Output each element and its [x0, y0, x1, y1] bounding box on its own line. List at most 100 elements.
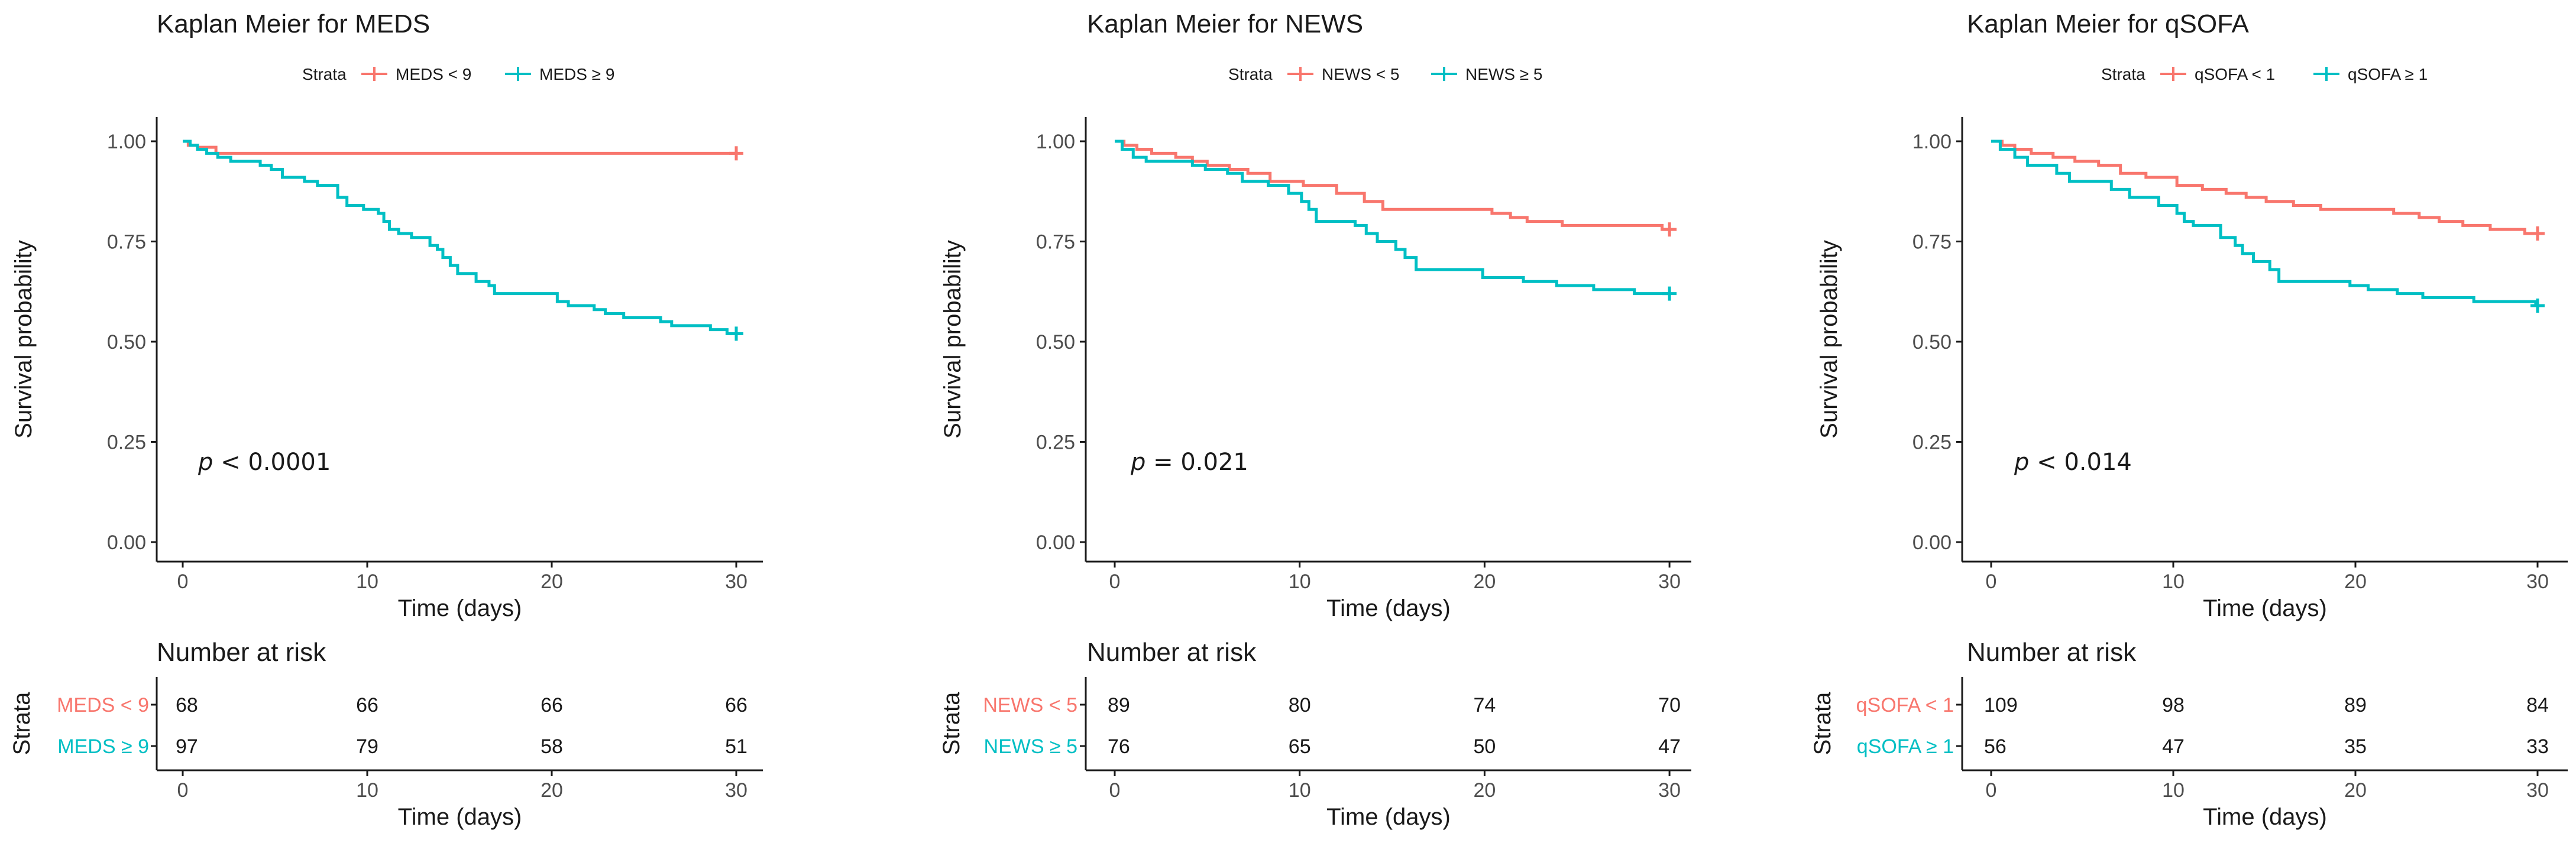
- p-symbol: p: [2014, 449, 2029, 476]
- x-tick-label: 30: [2526, 570, 2549, 593]
- p-symbol: p: [1130, 449, 1145, 476]
- y-tick-label: 0.50: [107, 331, 146, 354]
- risk-table: Number at risk Strata NEWS < 5 89 80 74 70 NEWS…: [939, 638, 1691, 830]
- risk-x-tick-label: 0: [1109, 779, 1121, 802]
- y-tick-label: 0.75: [1036, 231, 1075, 254]
- p-symbol: p: [198, 449, 213, 476]
- x-tick-label: 10: [2162, 570, 2185, 593]
- survival-curve-high: [1991, 140, 2538, 307]
- risk-count: 66: [356, 694, 378, 716]
- y-tick-label: 0.00: [107, 531, 146, 554]
- risk-count: 65: [1289, 735, 1311, 758]
- risk-count: 84: [2526, 694, 2549, 716]
- chart-title: Kaplan Meier for NEWS: [1087, 9, 1363, 38]
- risk-count: 70: [1658, 694, 1681, 716]
- km-panel-3: Kaplan Meier for qSOFA Strata qSOFA < 1 qSO…: [1810, 9, 2568, 830]
- p-value: < 0.0001: [213, 449, 331, 476]
- risk-count: 47: [1658, 735, 1681, 758]
- risk-x-tick-label: 30: [2526, 779, 2549, 802]
- y-tick-label: 1.00: [1912, 131, 1952, 153]
- y-axis-title: Survival probability: [1816, 240, 1842, 439]
- risk-x-tick-label: 10: [1289, 779, 1311, 802]
- legend-entry: qSOFA < 1: [2195, 65, 2275, 83]
- x-axis-title: Time (days): [398, 595, 522, 621]
- risk-table-title: Number at risk: [1967, 638, 2137, 667]
- risk-row-label: qSOFA ≥ 1: [1857, 735, 1954, 758]
- y-axis-title: Survival probability: [940, 240, 966, 439]
- legend: Strata MEDS < 9 MEDS ≥ 9: [302, 65, 614, 83]
- risk-x-tick-label: 0: [1986, 779, 1997, 802]
- p-value-annotation: p < 0.0001: [198, 449, 331, 476]
- risk-count: 35: [2344, 735, 2367, 758]
- legend-title: Strata: [2101, 65, 2145, 83]
- x-tick-label: 20: [2344, 570, 2367, 593]
- risk-x-axis-title: Time (days): [1326, 804, 1451, 830]
- y-tick-label: 0.75: [107, 231, 146, 254]
- y-tick-label: 0.25: [1036, 432, 1075, 454]
- survival-curve-high: [183, 140, 736, 335]
- y-tick-label: 1.00: [107, 131, 146, 153]
- p-value-annotation: p < 0.014: [2014, 449, 2132, 476]
- y-tick-label: 0.50: [1036, 331, 1075, 354]
- x-axis-title: Time (days): [2203, 595, 2327, 621]
- survival-curve-high: [1115, 140, 1670, 296]
- p-value-annotation: p = 0.021: [1130, 449, 1248, 476]
- chart-title: Kaplan Meier for qSOFA: [1967, 9, 2250, 38]
- risk-y-axis-title: Strata: [1810, 692, 1836, 755]
- p-value: < 0.014: [2029, 449, 2131, 476]
- x-tick-label: 10: [356, 570, 378, 593]
- risk-row-label: MEDS < 9: [57, 694, 149, 716]
- risk-row-label: NEWS ≥ 5: [984, 735, 1077, 758]
- risk-table-title: Number at risk: [157, 638, 326, 667]
- risk-x-tick-label: 30: [1658, 779, 1681, 802]
- risk-count: 89: [1108, 694, 1130, 716]
- x-tick-label: 0: [177, 570, 189, 593]
- y-tick-label: 0.00: [1912, 531, 1952, 554]
- risk-count: 97: [176, 735, 198, 758]
- y-axis-title: Survival probability: [11, 240, 37, 439]
- risk-y-axis-title: Strata: [939, 692, 965, 755]
- x-tick-label: 0: [1986, 570, 1997, 593]
- survival-curve-low: [183, 140, 736, 155]
- risk-count: 50: [1473, 735, 1496, 758]
- x-tick-label: 30: [725, 570, 747, 593]
- risk-table-title: Number at risk: [1087, 638, 1257, 667]
- risk-x-tick-label: 30: [725, 779, 747, 802]
- legend-entry: NEWS ≥ 5: [1465, 65, 1543, 83]
- risk-count: 33: [2526, 735, 2549, 758]
- risk-y-axis-title: Strata: [9, 692, 35, 755]
- p-value: = 0.021: [1145, 449, 1248, 476]
- risk-row-label: qSOFA < 1: [1856, 694, 1954, 716]
- risk-row-label: NEWS < 5: [983, 694, 1077, 716]
- chart-title: Kaplan Meier for MEDS: [157, 9, 430, 38]
- risk-x-tick-label: 20: [541, 779, 563, 802]
- risk-x-tick-label: 0: [177, 779, 189, 802]
- legend: Strata qSOFA < 1 qSOFA ≥ 1: [2101, 65, 2428, 83]
- legend-title: Strata: [1228, 65, 1273, 83]
- x-tick-label: 0: [1109, 570, 1121, 593]
- x-tick-label: 20: [1473, 570, 1496, 593]
- risk-table: Number at risk Strata qSOFA < 1 109 98 89 84 qS…: [1810, 638, 2568, 830]
- risk-count: 58: [541, 735, 563, 758]
- legend-entry: NEWS < 5: [1322, 65, 1399, 83]
- km-panel-1: Kaplan Meier for MEDS Strata MEDS < 9 MEDS …: [9, 9, 763, 830]
- x-axis-title: Time (days): [1326, 595, 1451, 621]
- risk-table: Number at risk Strata MEDS < 9 68 66 66 66 MEDS…: [9, 638, 763, 830]
- legend: Strata NEWS < 5 NEWS ≥ 5: [1228, 65, 1543, 83]
- risk-count: 79: [356, 735, 378, 758]
- risk-x-tick-label: 20: [2344, 779, 2367, 802]
- y-tick-label: 0.75: [1912, 231, 1952, 254]
- risk-count: 47: [2162, 735, 2185, 758]
- survival-curve-low: [1115, 140, 1670, 231]
- risk-count: 89: [2344, 694, 2367, 716]
- y-tick-label: 0.25: [1912, 432, 1952, 454]
- risk-count: 66: [541, 694, 563, 716]
- risk-x-tick-label: 20: [1473, 779, 1496, 802]
- legend-entry: qSOFA ≥ 1: [2348, 65, 2428, 83]
- x-tick-label: 10: [1289, 570, 1311, 593]
- risk-count: 80: [1289, 694, 1311, 716]
- risk-count: 68: [176, 694, 198, 716]
- y-tick-label: 0.00: [1036, 531, 1075, 554]
- legend-entry: MEDS < 9: [396, 65, 471, 83]
- risk-x-tick-label: 10: [2162, 779, 2185, 802]
